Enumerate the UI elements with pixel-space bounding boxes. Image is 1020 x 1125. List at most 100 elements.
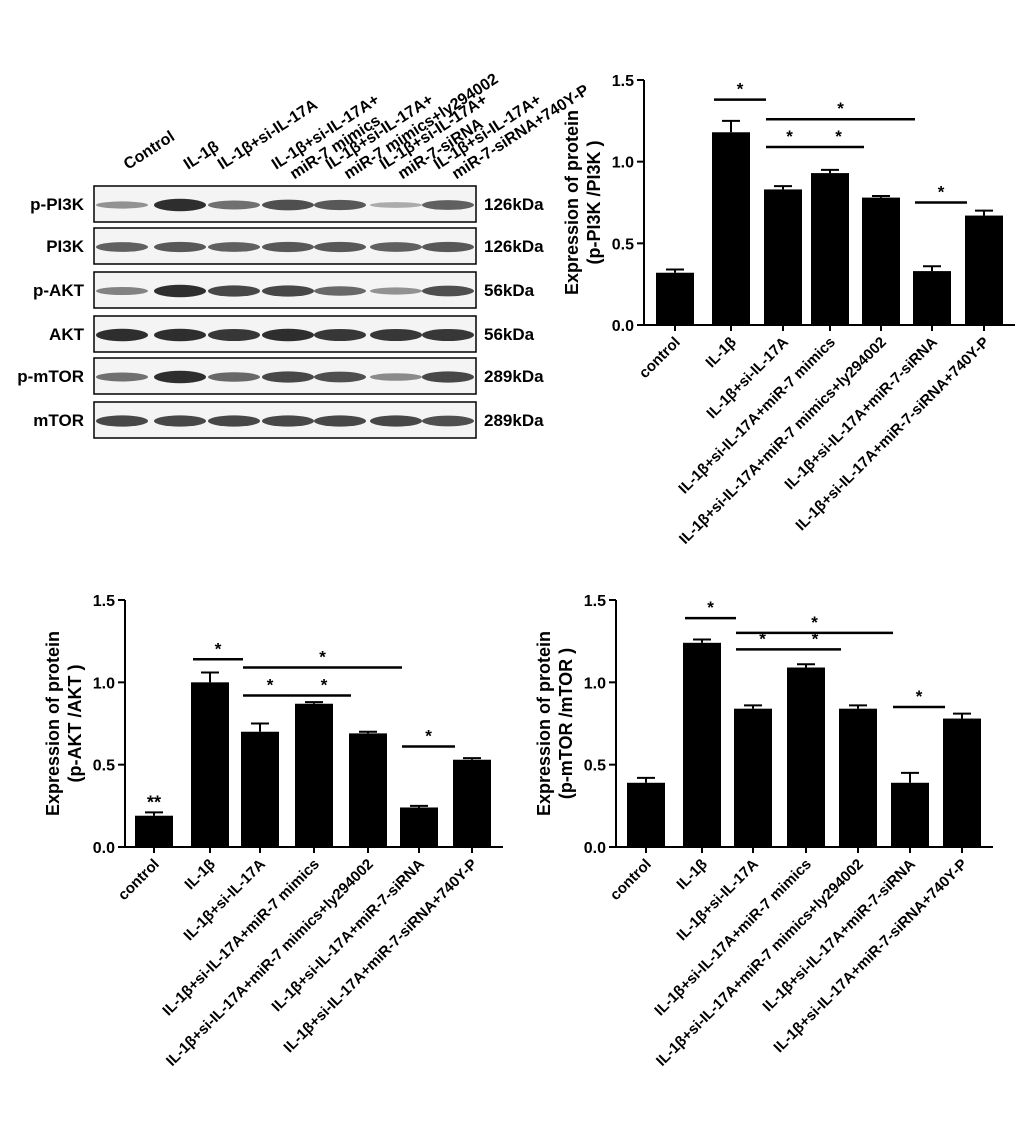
bar xyxy=(965,215,1003,325)
protein-band xyxy=(96,286,148,296)
bar-chart-2: 0.0 0.5 1.0 1.5 Expression of protein (p-AKT … xyxy=(43,593,503,1070)
category-label: control xyxy=(636,334,684,382)
y-axis-label-line: (p-AKT /AKT ) xyxy=(65,665,85,783)
bar xyxy=(656,272,694,325)
protein-band xyxy=(96,201,148,209)
significance-star: * xyxy=(837,99,844,118)
significance-star: * xyxy=(267,676,274,695)
bar xyxy=(734,708,772,847)
bar xyxy=(400,807,438,847)
blot-row-label: p-AKT xyxy=(33,281,85,300)
lane-label-line: IL-1β xyxy=(181,138,223,173)
protein-band xyxy=(422,241,474,253)
protein-band xyxy=(208,415,260,427)
category-label: IL-1β+si-IL-17A+miR-7-siRNA+740Y-P xyxy=(770,856,970,1056)
significance-star: * xyxy=(759,629,766,648)
bar-chart-3: 0.0 0.5 1.0 1.5 Expression of protein (p-mTOR… xyxy=(534,593,993,1070)
y-tick-label: 1.5 xyxy=(612,73,634,90)
protein-band xyxy=(262,371,314,383)
blot-size-label: 56kDa xyxy=(484,281,535,300)
protein-band xyxy=(208,328,260,342)
significance-star: * xyxy=(707,598,714,617)
protein-band xyxy=(262,285,314,297)
protein-band xyxy=(208,372,260,382)
category-label: IL-1β+si-IL-17A+miR-7-siRNA+740Y-P xyxy=(792,334,992,534)
y-tick-label: 0.0 xyxy=(584,840,606,857)
bar-chart-1: 0.0 0.5 1.0 1.5 Expression of protein (p-PI3K… xyxy=(562,73,1015,548)
category-label: control xyxy=(607,856,655,904)
protein-band xyxy=(370,415,422,427)
protein-band xyxy=(314,241,366,253)
significance-star: * xyxy=(938,183,945,202)
significance-star: * xyxy=(215,639,222,658)
bar xyxy=(787,667,825,847)
protein-band xyxy=(262,241,314,253)
blot-row-label: p-mTOR xyxy=(17,367,84,386)
y-axis-label: Expression of protein (p-mTOR /mTOR ) xyxy=(534,631,576,816)
bar xyxy=(295,703,333,847)
category-label: IL-1β+si-IL-17A+miR-7-siRNA+740Y-P xyxy=(280,856,480,1056)
y-tick-label: 0.0 xyxy=(93,840,115,857)
y-tick-label: 1.0 xyxy=(93,675,115,692)
lane-label: IL-1β xyxy=(181,138,223,173)
protein-band xyxy=(154,328,206,342)
protein-band xyxy=(208,242,260,252)
protein-band xyxy=(422,415,474,427)
protein-band xyxy=(370,328,422,342)
protein-band xyxy=(208,200,260,210)
western-blot: p-PI3K 126kDa PI3K 126kDa p-AKT 56kDa AKT 56kDa… xyxy=(17,71,593,439)
category-label: IL-1β xyxy=(181,856,218,893)
category-label: IL-1β xyxy=(702,334,739,371)
protein-band xyxy=(314,286,366,296)
y-tick-label: 1.0 xyxy=(584,675,606,692)
protein-band xyxy=(422,328,474,342)
blot-row-p-mtor: p-mTOR 289kDa xyxy=(17,357,544,395)
blot-row-label: PI3K xyxy=(46,237,85,256)
significance-star: * xyxy=(321,676,328,695)
bar xyxy=(891,782,929,847)
significance-star: * xyxy=(812,629,819,648)
y-axis-label-line: Expression of protein xyxy=(562,110,582,295)
y-axis-label-line: Expression of protein xyxy=(43,631,63,816)
protein-band xyxy=(370,242,422,252)
significance-star: * xyxy=(425,727,432,746)
bar xyxy=(839,708,877,847)
protein-band xyxy=(314,415,366,427)
protein-band xyxy=(96,328,148,342)
bar xyxy=(453,759,491,847)
lane-label: Control xyxy=(121,128,178,173)
protein-band xyxy=(370,202,422,208)
significance-star: * xyxy=(737,80,744,99)
y-axis-label-line: (p-mTOR /mTOR ) xyxy=(556,648,576,799)
significance-star: * xyxy=(835,127,842,146)
blot-row-akt: AKT 56kDa xyxy=(49,315,535,353)
blot-row-p-pi3k: p-PI3K 126kDa xyxy=(30,185,544,223)
protein-band xyxy=(96,415,148,427)
y-tick-label: 0.0 xyxy=(612,318,634,335)
y-axis-label: Expression of protein (p-AKT /AKT ) xyxy=(43,631,85,816)
significance-star: * xyxy=(916,687,923,706)
category-label: IL-1β xyxy=(673,856,710,893)
bar xyxy=(811,173,849,325)
y-tick-label: 0.5 xyxy=(584,758,606,775)
blot-row-mtor: mTOR 289kDa xyxy=(33,401,544,439)
bar xyxy=(862,197,900,325)
bar xyxy=(241,731,279,847)
y-tick-label: 1.5 xyxy=(584,593,606,610)
category-label: control xyxy=(115,856,163,904)
bar xyxy=(943,718,981,847)
bar xyxy=(349,733,387,847)
bar xyxy=(135,815,173,847)
bar xyxy=(191,682,229,847)
lane-label-line: Control xyxy=(121,128,178,173)
protein-band xyxy=(96,242,148,252)
protein-band xyxy=(314,199,366,211)
protein-band xyxy=(154,198,206,212)
bar-annotation: ** xyxy=(147,792,161,812)
protein-band xyxy=(154,241,206,253)
blot-row-p-akt: p-AKT 56kDa xyxy=(33,271,535,309)
bar xyxy=(913,271,951,325)
blot-size-label: 56kDa xyxy=(484,325,535,344)
protein-band xyxy=(314,328,366,342)
